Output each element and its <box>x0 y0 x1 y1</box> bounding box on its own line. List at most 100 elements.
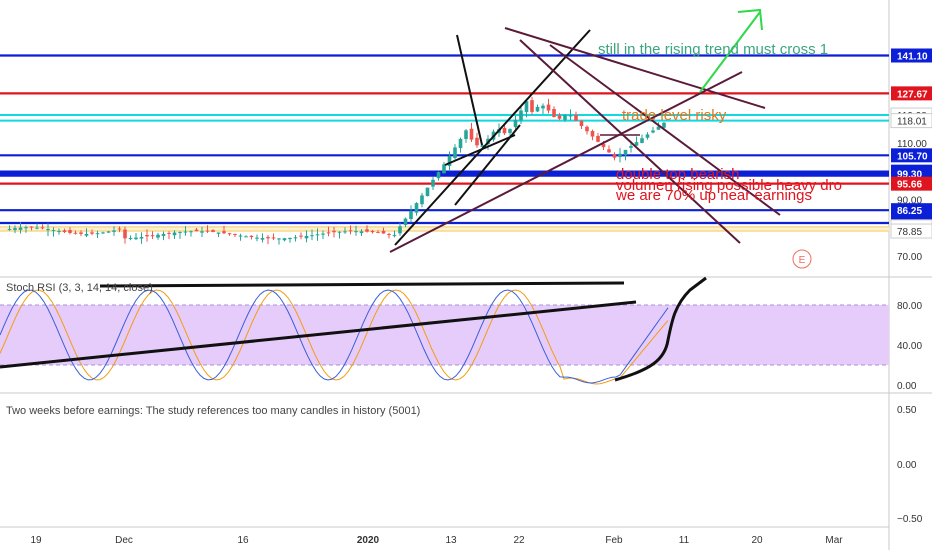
support-band <box>0 226 889 232</box>
candle-body <box>172 232 177 236</box>
stoch-rsi-pane: 80.00 40.00 0.00 <box>0 276 922 392</box>
candle-body <box>79 232 83 234</box>
candle-body <box>106 231 111 233</box>
candle-body <box>651 130 655 133</box>
projection-arrow-head[interactable] <box>737 8 763 31</box>
candle-body <box>150 235 155 237</box>
trend-line[interactable] <box>519 39 741 244</box>
candle-body <box>112 230 116 232</box>
candle-body <box>458 138 463 149</box>
candle-body <box>35 227 39 229</box>
pane3-tick-label: 0.00 <box>897 460 917 471</box>
time-tick-label: 20 <box>751 535 763 546</box>
price-tick-label: 90.00 <box>897 196 922 207</box>
price-tag-label: 118.01 <box>897 117 927 128</box>
stoch-tick-label: 0.00 <box>897 381 917 392</box>
candle-body <box>519 110 523 121</box>
time-tick-label: 19 <box>30 535 42 546</box>
trend-line[interactable] <box>504 27 766 109</box>
annotation-near-earnings[interactable]: we are 70% up near earnings <box>615 187 812 204</box>
candle-body <box>282 238 287 241</box>
price-tag[interactable]: 141.10 <box>891 48 932 63</box>
candle-body <box>618 153 622 157</box>
candle-body <box>596 135 600 142</box>
candle-body <box>557 115 562 119</box>
stoch-tick-label: 40.00 <box>897 341 922 352</box>
candle-body <box>24 227 28 229</box>
price-tag-label: 86.25 <box>897 206 922 217</box>
candle-body <box>194 229 199 232</box>
time-tick-label: 13 <box>445 535 457 546</box>
trend-line[interactable] <box>456 34 483 146</box>
stoch-k-line <box>0 289 669 384</box>
price-tag-label: 141.10 <box>897 51 928 62</box>
trend-line[interactable] <box>389 71 743 253</box>
price-tag[interactable]: 95.66 <box>891 176 932 191</box>
candle-body <box>288 237 292 240</box>
candle-body <box>255 237 259 239</box>
candle-body <box>293 237 298 239</box>
price-tag[interactable]: 86.25 <box>891 203 932 218</box>
earnings-marker-circle[interactable] <box>792 249 812 269</box>
candle-body <box>398 226 402 234</box>
candle-body <box>359 231 364 234</box>
candle-body <box>332 230 336 233</box>
candle-body <box>508 129 512 133</box>
time-tick-label: 11 <box>679 535 690 546</box>
projection-arrow-line[interactable] <box>699 11 761 93</box>
candle-body <box>442 164 446 174</box>
earnings-marker-label: E <box>799 255 806 266</box>
study-error-message: Two weeks before earnings: The study ref… <box>6 405 420 417</box>
candle-body <box>574 114 578 121</box>
candle-body <box>640 138 644 143</box>
price-tag[interactable]: 127.67 <box>891 86 932 101</box>
candle-body <box>414 203 419 213</box>
candle-body <box>7 228 12 230</box>
candle-body <box>354 231 358 233</box>
candle-body <box>513 119 518 128</box>
time-tick-label: Dec <box>115 535 133 546</box>
annotation-volume-rising[interactable]: volumen rising possible heavy dro <box>616 177 842 194</box>
price-tag[interactable]: 118.01 <box>890 113 932 129</box>
stoch-resistance-line[interactable] <box>99 281 625 288</box>
annotation-double-top[interactable]: double top bearish <box>616 166 739 183</box>
price-tag[interactable]: 78.85 <box>890 223 932 239</box>
candle-body <box>117 228 122 230</box>
candle-body <box>585 126 589 132</box>
trend-line[interactable] <box>444 134 516 166</box>
candle-body <box>233 234 237 236</box>
candle-body <box>337 231 342 233</box>
price-tag-box <box>891 86 932 101</box>
stoch-trend-line[interactable] <box>0 300 637 369</box>
annotation-rising-trend[interactable]: still in the rising trend must cross 1 <box>598 41 828 58</box>
candle-body <box>552 109 556 117</box>
time-tick-label: Mar <box>825 535 843 546</box>
price-axis: 70.0080.0090.00100.00110.00120.00141.101… <box>890 48 932 263</box>
trend-lines[interactable] <box>389 8 781 253</box>
candle-body <box>645 134 650 138</box>
candle-body <box>68 230 72 233</box>
trend-line[interactable] <box>394 29 591 246</box>
candle-body <box>601 143 606 148</box>
time-axis: 19 Dec 16 2020 13 22 Feb 11 20 Mar <box>30 535 843 546</box>
candle-body <box>189 231 193 233</box>
price-tag[interactable]: 105.70 <box>891 148 932 163</box>
candle-body <box>139 236 144 239</box>
trend-line[interactable] <box>549 44 781 216</box>
annotation-trade-level[interactable]: trade level risky <box>622 107 727 124</box>
candle-body <box>579 120 584 127</box>
candle-body <box>447 155 452 166</box>
candle-body <box>46 229 50 231</box>
candle-body <box>425 187 430 197</box>
price-tag-box <box>891 176 932 191</box>
stoch-curve-drawing[interactable] <box>614 276 707 382</box>
candle-body <box>227 233 232 235</box>
candle-body <box>205 230 210 232</box>
candle-body <box>607 149 611 153</box>
candle-body <box>656 126 661 130</box>
candle-body <box>156 234 160 238</box>
candle-body <box>304 235 309 239</box>
candle-body <box>57 231 61 233</box>
stoch-tick-label: 80.00 <box>897 301 922 312</box>
candle-body <box>546 104 551 111</box>
